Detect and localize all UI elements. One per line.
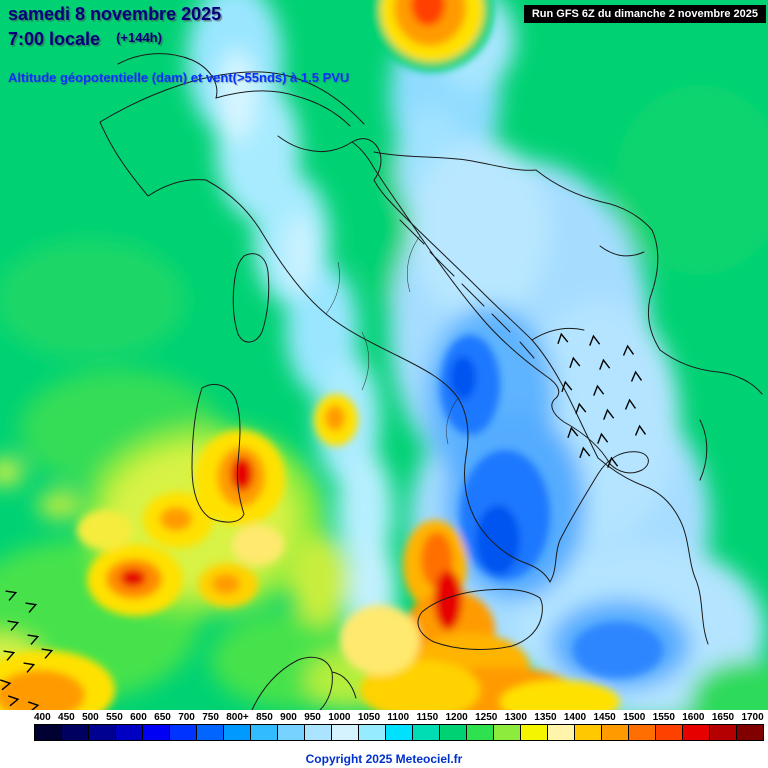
wind-barb-icon [0,679,12,691]
legend-value: 1650 [711,712,735,723]
wind-barb-icon [27,701,40,710]
colorbar-cell [548,725,575,740]
forecast-offset: (+144h) [116,30,162,45]
forecast-time: 7:00 locale (+144h) [8,29,162,50]
wind-barb-icon [3,650,16,661]
coastline-borders [99,53,763,710]
wind-barb-icon [41,648,54,659]
contour-core-layer [0,0,663,710]
colorbar-cell [35,725,62,740]
colorbar-cell [575,725,602,740]
wind-barb-icon [27,634,40,645]
colorbar-cell [656,725,683,740]
colorbar-cell [494,725,521,740]
colorbar-cell [278,725,305,740]
wind-barb-icon [7,695,20,707]
wind-barb-icon [622,344,635,356]
legend-value: 1700 [741,712,764,723]
wind-barb-icon [557,332,569,345]
colorbar-cell [386,725,413,740]
legend-value: 850 [256,712,273,723]
legend-value: 1500 [623,712,646,723]
run-info-text: Run GFS 6Z du dimanche 2 novembre 2025 [531,8,758,20]
legend-value: 1050 [357,712,381,723]
wind-barb-icon [589,334,601,346]
wind-barb-icon [7,620,20,631]
wind-barb-icon [603,408,615,420]
legend-value: 1350 [534,712,557,723]
legend-value: 1250 [475,712,498,723]
colorbar-cell [197,725,224,740]
colorbar-cell [467,725,494,740]
colorbar-cell [332,725,359,740]
colorbar-cell [440,725,467,740]
map-area: samedi 8 novembre 2025 7:00 locale (+144h… [0,0,768,710]
colorbar-cell [170,725,197,740]
colorbar-cell [89,725,116,740]
wind-barb-icon [579,446,591,459]
legend: 400 450 500 550 600 650 700 750 800+ 850 900 950 100… [0,710,768,768]
wind-barb-icon [593,384,605,396]
wind-barb-icon [569,356,581,369]
wind-barb-icon [561,380,573,393]
wind-barb-icon [23,662,36,673]
legend-value: 1600 [682,712,705,723]
variable-label: Altitude géopotentielle (dam) et vent(>5… [8,70,350,85]
wind-barb-icon [567,426,579,439]
wind-barb-icon [597,432,609,444]
wind-barb-icon [25,602,38,613]
legend-value: 700 [178,712,195,723]
colorbar-cell [602,725,629,740]
legend-value: 1150 [416,712,439,723]
regional-borders [325,235,459,445]
forecast-date: samedi 8 novembre 2025 [8,4,222,24]
legend-value: 1000 [328,712,351,723]
wind-barb-icon [5,590,18,601]
colorbar-cell [143,725,170,740]
wind-barb-icons [0,332,647,710]
weather-map [0,0,768,710]
colorbar-cell [413,725,440,740]
colorbar-cell [62,725,89,740]
legend-values: 400 450 500 550 600 650 700 750 800+ 850 900 950 100… [34,712,764,723]
legend-value: 950 [304,712,321,723]
legend-value: 650 [154,712,171,723]
legend-value: 550 [106,712,123,723]
colorbar-cell [737,725,763,740]
wind-barb-icon [575,402,587,415]
wind-barb-icon [634,424,647,436]
colorbar-cell [116,725,143,740]
wind-barb-icon [607,456,619,468]
wind-barb-icon [599,358,611,370]
wind-barb-icon [630,370,643,382]
legend-value: 1550 [652,712,675,723]
legend-value: 1450 [593,712,616,723]
wind-barb-icon [624,398,637,410]
legend-value: 500 [82,712,99,723]
forecast-time-label: 7:00 locale [8,29,101,49]
colorbar-cell [710,725,737,740]
run-info-box: Run GFS 6Z du dimanche 2 novembre 2025 [523,5,766,23]
legend-value: 400 [34,712,51,723]
legend-value: 450 [58,712,75,723]
legend-value: 1300 [504,712,527,723]
legend-value: 600 [130,712,147,723]
colorbar [34,724,764,741]
colorbar-cell [251,725,278,740]
legend-value: 1200 [445,712,468,723]
legend-value: 1100 [387,712,410,723]
copyright: Copyright 2025 Meteociel.fr [305,752,463,766]
colorbar-cell [359,725,386,740]
colorbar-cell [629,725,656,740]
legend-value: 750 [202,712,219,723]
legend-value: 900 [280,712,297,723]
colorbar-cell [683,725,710,740]
legend-value: 800+ [226,712,249,723]
legend-value: 1400 [563,712,587,723]
colorbar-cell [521,725,548,740]
colorbar-cell [224,725,251,740]
colorbar-cell [305,725,332,740]
